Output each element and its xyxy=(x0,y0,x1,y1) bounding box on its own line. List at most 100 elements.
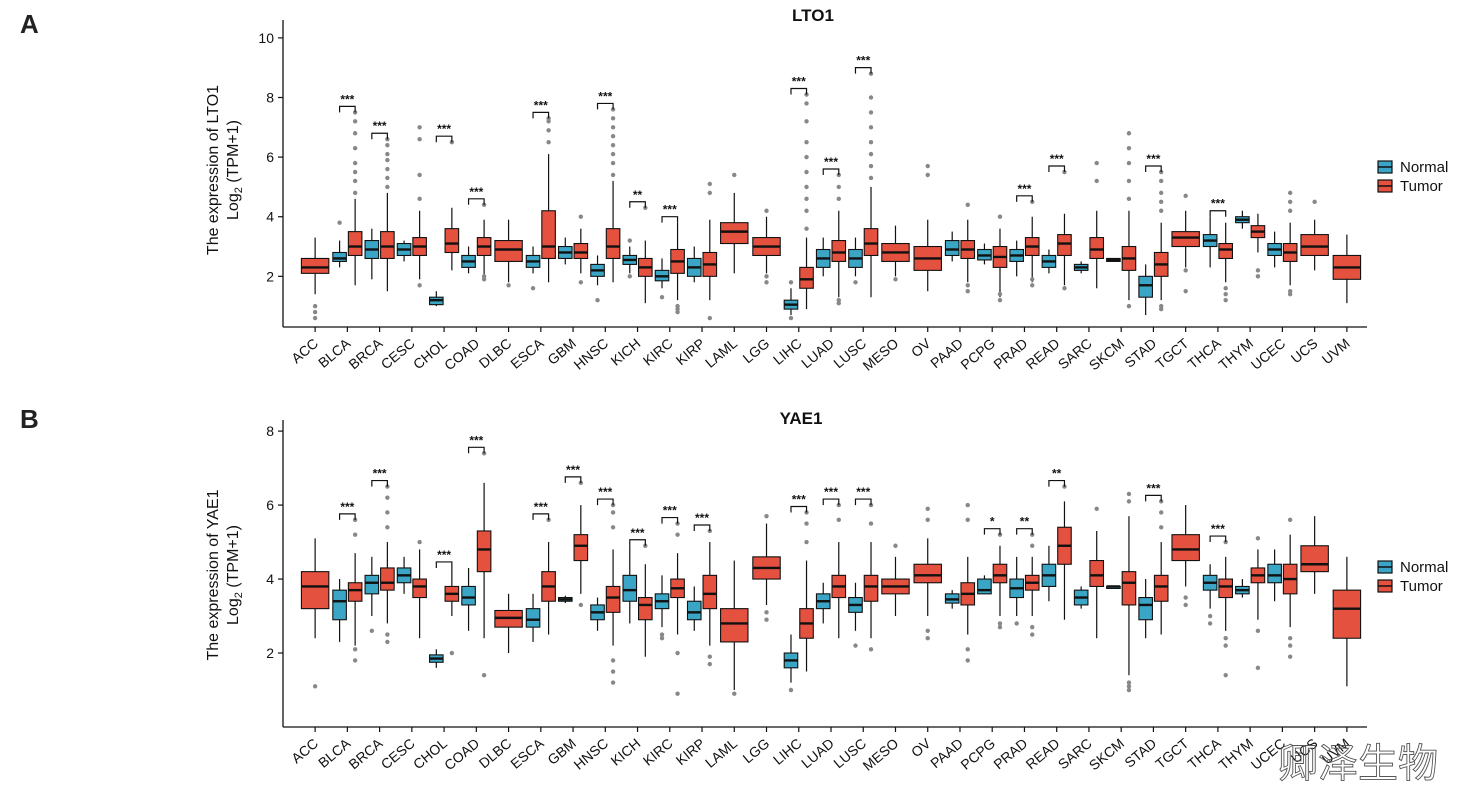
legend-label-tumor: Tumor xyxy=(1400,578,1443,595)
plot-area-a: 246810ACCBLCABRCACESCCHOLCOADDLBCESCAGBM… xyxy=(258,20,1367,374)
significance-label: *** xyxy=(631,526,645,540)
x-tick-label: PRAD xyxy=(990,735,1030,772)
x-tick-label: LIHC xyxy=(770,735,805,768)
box-luad-tumor xyxy=(831,502,847,639)
y-tick-label: 2 xyxy=(266,645,274,661)
outlier-point xyxy=(627,238,632,243)
significance-lihc: *** xyxy=(790,492,808,513)
outlier-point xyxy=(1207,621,1213,626)
outlier-point xyxy=(1183,595,1188,600)
outlier-point xyxy=(1183,268,1188,273)
box-stad-normal xyxy=(1138,264,1153,316)
box-lusc-tumor xyxy=(863,502,879,652)
outlier-point xyxy=(610,125,616,130)
outlier-point xyxy=(1030,283,1035,288)
outlier-point xyxy=(965,283,970,288)
y-tick-label: 4 xyxy=(266,209,274,225)
x-tick-label: TGCT xyxy=(1152,335,1192,372)
outlier-point xyxy=(610,510,616,515)
box-blca-tumor xyxy=(347,110,363,286)
y-tick-label: 6 xyxy=(266,149,274,165)
box-thym-tumor xyxy=(1250,213,1266,279)
box-iqr xyxy=(332,589,347,621)
significance-luad: *** xyxy=(822,485,840,506)
outlier-point xyxy=(1126,499,1132,504)
box-iqr xyxy=(1121,571,1137,606)
outlier-point xyxy=(868,163,874,169)
outlier-point xyxy=(1223,286,1228,291)
outlier-point xyxy=(1126,680,1132,685)
significance-label: *** xyxy=(1050,152,1064,166)
box-iqr xyxy=(720,222,749,245)
outlier-point xyxy=(675,532,680,537)
significance-bracket xyxy=(532,111,550,119)
significance-label: *** xyxy=(437,122,451,136)
box-iqr xyxy=(637,596,653,621)
outlier-point xyxy=(804,184,809,190)
box-esca-normal xyxy=(525,246,541,291)
x-tick-label: HNSC xyxy=(571,335,612,373)
box-read-tumor xyxy=(1057,484,1072,620)
box-lihc-tumor xyxy=(799,510,814,672)
box-skcm-normal xyxy=(1106,257,1121,262)
box-acc-tumor xyxy=(300,237,330,321)
box-iqr xyxy=(364,574,380,595)
outlier-point xyxy=(1126,160,1132,166)
outlier-point xyxy=(595,297,600,303)
y-tick-label: 10 xyxy=(258,30,274,46)
outlier-point xyxy=(707,661,713,667)
outlier-point xyxy=(732,691,737,696)
y-tick-label: 8 xyxy=(266,89,274,105)
box-meso-tumor xyxy=(881,543,910,617)
box-gbm-normal xyxy=(557,237,573,265)
significance-bracket xyxy=(822,168,840,175)
outlier-point xyxy=(659,294,665,300)
box-iqr xyxy=(1332,589,1362,639)
significance-bracket xyxy=(435,135,453,143)
outlier-point xyxy=(578,280,584,285)
box-iqr xyxy=(799,266,814,289)
x-tick-label: PAAD xyxy=(927,335,966,371)
significance-label: *** xyxy=(792,75,806,89)
significance-label: *** xyxy=(469,433,483,447)
x-tick-label: PCPG xyxy=(957,335,998,373)
outlier-point xyxy=(1255,274,1261,279)
box-lusc-normal xyxy=(848,237,863,285)
outlier-point xyxy=(385,639,390,645)
x-tick-label: UCS xyxy=(1288,335,1321,366)
box-esca-tumor xyxy=(541,517,556,635)
box-ucec-tumor xyxy=(1282,190,1298,297)
outlier-point xyxy=(1287,289,1293,294)
significance-bracket xyxy=(338,105,356,113)
box-iqr xyxy=(1171,231,1200,248)
outlier-point xyxy=(1062,286,1067,291)
box-iqr xyxy=(831,240,847,262)
outlier-point xyxy=(1126,687,1132,693)
outlier-point xyxy=(925,628,930,634)
significance-label: * xyxy=(990,515,995,529)
significance-bracket xyxy=(1209,535,1227,543)
box-thca-normal xyxy=(1202,564,1218,626)
significance-bracket xyxy=(661,216,679,223)
significance-label: *** xyxy=(1017,182,1031,196)
box-lusc-normal xyxy=(848,582,863,648)
x-tick-label: ACC xyxy=(288,335,321,366)
x-tick-label: READ xyxy=(1023,735,1063,772)
significance-esca: *** xyxy=(532,500,550,520)
box-iqr xyxy=(1300,545,1329,573)
outlier-point xyxy=(352,658,358,663)
box-laml-tumor xyxy=(720,172,749,274)
box-luad-normal xyxy=(815,582,831,624)
outlier-point xyxy=(1030,632,1035,637)
x-tick-label: PAAD xyxy=(927,735,966,771)
outlier-point xyxy=(1255,536,1261,541)
outlier-point xyxy=(788,687,794,693)
outlier-point xyxy=(352,131,358,136)
box-coad-normal xyxy=(461,246,476,274)
significance-label: *** xyxy=(534,500,548,514)
y-tick-label: 8 xyxy=(266,423,274,439)
outlier-point xyxy=(1094,506,1099,511)
significance-label: ** xyxy=(1020,515,1030,529)
box-blca-normal xyxy=(332,579,347,642)
significance-bracket xyxy=(467,198,485,205)
